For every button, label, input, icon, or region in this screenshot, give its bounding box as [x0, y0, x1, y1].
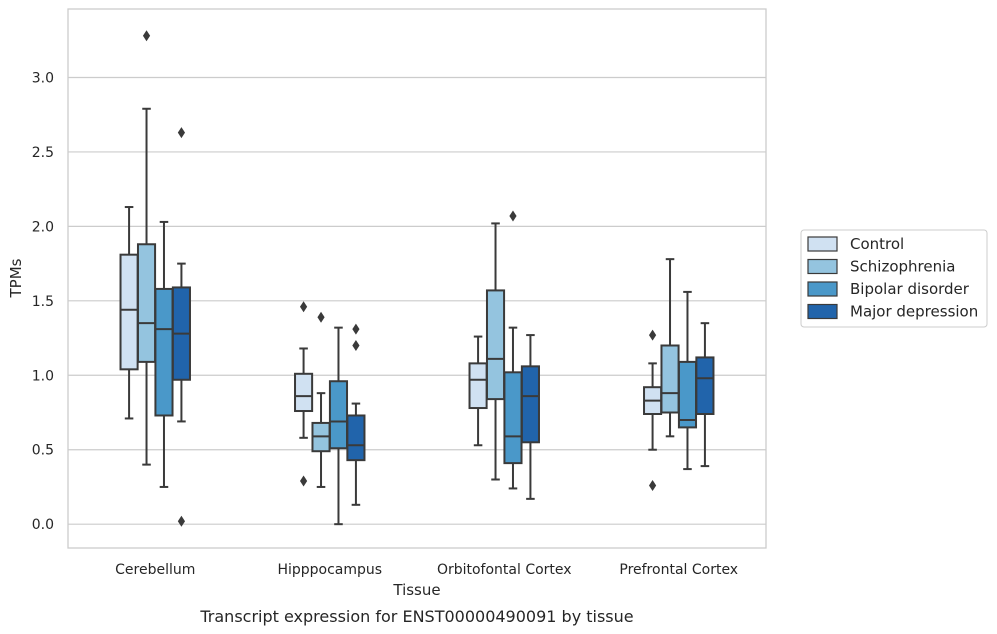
- x-tick-label: Orbitofontal Cortex: [437, 562, 572, 578]
- box-rect: [328, 380, 349, 450]
- legend-swatch: [807, 303, 838, 320]
- x-tick-label: Cerebellum: [115, 562, 195, 578]
- box-rect: [503, 371, 523, 465]
- outlier-point: [177, 515, 186, 527]
- box-rect: [154, 287, 174, 417]
- box-1-0: [136, 30, 157, 466]
- outlier-point: [509, 210, 517, 222]
- y-tick-label: 1.0: [32, 368, 54, 384]
- box-3-2: [520, 334, 540, 500]
- box-rect: [660, 344, 680, 414]
- box-1-2: [485, 222, 506, 481]
- outlier-point: [352, 340, 360, 352]
- outlier-point: [299, 301, 308, 313]
- box-3-3: [695, 322, 715, 468]
- y-tick-label: 0.5: [32, 443, 54, 459]
- legend-label: Control: [850, 235, 904, 253]
- legend-swatch: [807, 258, 838, 275]
- box-2-1: [328, 326, 349, 526]
- outlier-point: [299, 475, 308, 487]
- box-rect: [695, 356, 715, 415]
- x-tick-label: Hipppocampus: [277, 562, 382, 578]
- legend-label: Bipolar disorder: [850, 280, 970, 298]
- box-rect: [294, 372, 314, 413]
- box-3-0: [171, 127, 191, 527]
- box-rect: [136, 243, 157, 363]
- y-tick-labels: 0.0 0.5 1.0 1.5 2.0 2.5 3.0: [32, 70, 54, 533]
- box-rect: [346, 414, 366, 462]
- y-tick-label: 1.5: [32, 294, 54, 310]
- box-0-2: [468, 335, 488, 447]
- y-tick-label: 0.0: [32, 517, 54, 533]
- outlier-point: [648, 479, 657, 491]
- legend: Control Schizophrenia Bipolar disorder Majo…: [800, 229, 988, 328]
- y-axis-label: TPMs: [7, 258, 25, 298]
- y-tick-label: 2.5: [32, 145, 54, 161]
- box-2-0: [154, 220, 174, 488]
- box-rect: [485, 289, 506, 401]
- legend-swatch: [807, 281, 838, 297]
- x-axis-label: Tissue: [392, 581, 440, 599]
- outlier-point: [177, 127, 186, 139]
- box-rect: [677, 360, 698, 429]
- box-rect: [520, 365, 540, 444]
- plot-area: [68, 9, 766, 548]
- y-tick-label: 3.0: [32, 70, 54, 86]
- box-3-1: [346, 323, 366, 506]
- outlier-point: [317, 311, 325, 323]
- x-tick-label: Prefrontal Cortex: [619, 562, 738, 578]
- outlier-point: [352, 323, 360, 335]
- legend-label: Major depression: [850, 303, 978, 321]
- legend-label: Schizophrenia: [850, 258, 955, 276]
- outlier-point: [648, 329, 657, 341]
- x-tick-labels: Cerebellum Hipppocampus Orbitofontal Corte…: [115, 562, 738, 578]
- box-2-2: [503, 210, 523, 490]
- y-tick-label: 2.0: [32, 219, 54, 235]
- outlier-point: [142, 30, 151, 42]
- legend-frame: [800, 229, 988, 328]
- legend-swatch: [807, 236, 838, 252]
- figure-caption: Transcript expression for ENST0000049009…: [199, 607, 633, 626]
- box-rect: [468, 362, 488, 410]
- boxes: [119, 30, 715, 527]
- box-rect: [119, 253, 139, 371]
- plot-frame: [67, 8, 767, 549]
- box-0-1: [294, 301, 314, 487]
